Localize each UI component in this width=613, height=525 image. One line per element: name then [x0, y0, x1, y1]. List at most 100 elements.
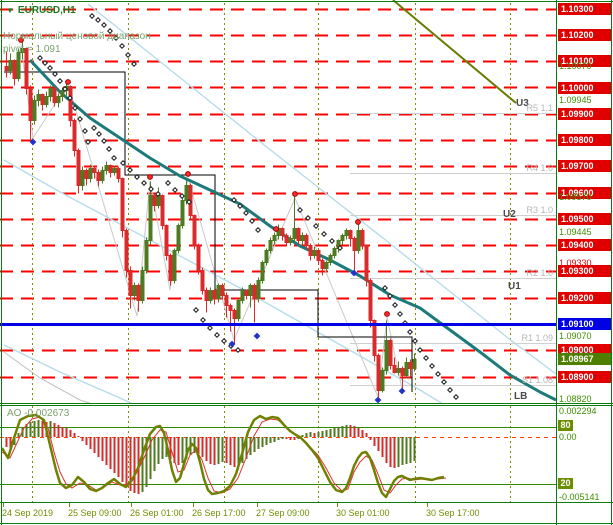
candle-bear	[152, 195, 157, 206]
candle-bear	[116, 168, 121, 179]
sar-dot	[131, 61, 137, 67]
candle-bull	[44, 96, 49, 105]
collapse-triangle-icon[interactable]: ▼	[6, 6, 14, 15]
sar-dot	[435, 371, 441, 377]
candle-bull	[132, 285, 137, 296]
price-axis-label: 1.09945	[559, 95, 592, 105]
sar-dot	[96, 131, 102, 137]
candle-bear	[124, 230, 129, 271]
candle-bear	[244, 290, 249, 296]
candle-bear	[224, 295, 229, 306]
oscillator-main-line	[0, 413, 445, 499]
oscillator-signal-line	[1, 416, 447, 494]
candle-bull	[324, 262, 329, 269]
sar-dot	[417, 347, 423, 353]
candle-bull	[328, 255, 333, 263]
candle-bear	[368, 280, 373, 321]
candle-bear	[96, 172, 101, 181]
sell-signal-dot	[292, 191, 298, 197]
buy-signal-diamond	[253, 332, 261, 340]
time-axis-label: 25 Sep 09:00	[68, 508, 122, 518]
time-axis-label: 24 Sep 2019	[2, 508, 54, 518]
sar-dot	[249, 218, 255, 224]
candle-bull	[268, 240, 273, 251]
candle-bull	[8, 60, 13, 71]
sar-dot	[125, 52, 131, 58]
candle-bull	[264, 250, 269, 263]
sar-dot	[423, 355, 429, 361]
pivot-level-label: R2 1.0	[526, 268, 553, 278]
candle-bear	[252, 285, 257, 299]
candle-bear	[4, 66, 9, 71]
sar-dot	[165, 180, 171, 186]
candle-bear	[168, 255, 173, 281]
candle-bull	[104, 165, 109, 171]
sar-dot	[313, 223, 319, 229]
sar-dot	[387, 293, 393, 299]
sar-dot	[120, 160, 126, 166]
price-axis-level-badge: 1.09500	[558, 213, 611, 225]
candle-bear	[400, 368, 405, 376]
candle-bear	[28, 88, 33, 121]
sar-dot	[155, 191, 161, 197]
price-range-comment: Нормальный ценовой диапазон	[3, 31, 151, 42]
sar-dot	[148, 186, 154, 192]
channel-level-label-u1: U1	[508, 281, 521, 292]
candle-bear	[52, 88, 57, 103]
sar-dot	[62, 86, 68, 92]
sar-dot	[107, 28, 113, 34]
sell-signal-dot	[65, 79, 71, 85]
candle-bear	[364, 245, 369, 281]
pivot-level-label: S1 1.08	[521, 375, 553, 385]
sell-signal-dot	[355, 219, 361, 225]
sar-dot	[243, 210, 249, 216]
sar-dot	[329, 238, 335, 244]
trend-line	[392, 0, 517, 104]
candle-bull	[256, 280, 261, 299]
sar-dot	[77, 116, 83, 122]
candle-bull	[292, 228, 297, 239]
candle-bull	[32, 100, 37, 121]
indicator-axis-label: 0.002294	[559, 406, 597, 416]
price-axis-level-badge: 1.09400	[558, 239, 611, 251]
pivot-level-label: R3 1.0	[526, 205, 553, 215]
candle-bear	[200, 270, 205, 291]
candle-bear	[128, 270, 133, 296]
indicator-name-value-label: AO -0.002673	[7, 408, 70, 419]
candle-bull	[144, 240, 149, 271]
sar-dot	[91, 125, 97, 131]
sar-dot	[214, 332, 220, 338]
candle-bull	[260, 262, 265, 281]
price-axis-label: 1.09445	[559, 227, 592, 237]
candle-bull	[20, 48, 25, 53]
candle-bull	[288, 238, 293, 243]
candle-bull	[56, 96, 61, 103]
pivot-comment: pivot = 1.091	[3, 44, 61, 55]
symbol-period-label: EURUSD,H1	[17, 5, 76, 16]
sar-dot	[106, 146, 112, 152]
candle-bull	[300, 235, 305, 241]
candle-bear	[164, 225, 169, 256]
sar-dot	[392, 302, 398, 308]
buy-signal-diamond	[398, 387, 406, 395]
candle-bull	[216, 285, 221, 299]
candle-bear	[192, 215, 197, 246]
sar-dot	[429, 363, 435, 369]
sar-dot	[441, 379, 447, 385]
buy-signal-diamond	[29, 138, 37, 146]
candle-bear	[360, 230, 365, 246]
sar-dot	[42, 60, 48, 66]
moving-average-line	[28, 58, 557, 402]
price-axis-level-badge: 1.09700	[558, 160, 611, 172]
sar-dot	[134, 174, 140, 180]
candle-bear	[228, 305, 233, 311]
indicator-axis-label: 0.00	[559, 432, 577, 442]
candle-bear	[316, 250, 321, 261]
candle-bull	[48, 88, 53, 97]
candle-bull	[60, 90, 65, 97]
candle-bear	[296, 228, 301, 241]
candle-bear	[40, 94, 45, 105]
candle-bull	[180, 200, 185, 226]
